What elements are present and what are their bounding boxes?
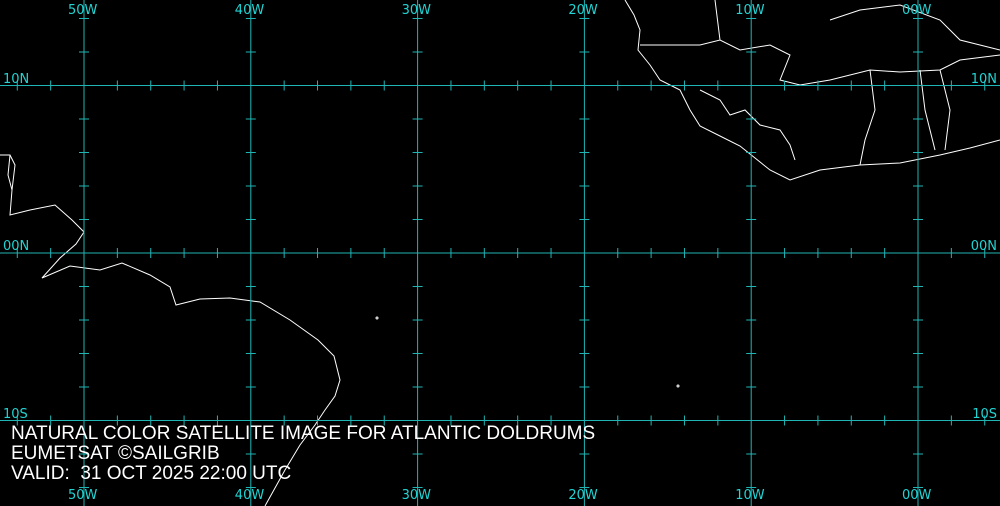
longitude-label-top: 20W [568, 3, 598, 18]
south-america-border [7, 154, 13, 191]
caption-title: NATURAL COLOR SATELLITE IMAGE FOR ATLANT… [11, 423, 596, 444]
latitude-label-left: 10S [3, 406, 28, 422]
longitude-label-top: 00W [902, 3, 932, 18]
longitude-label-bottom: 20W [568, 488, 598, 503]
latitude-label-left: 00N [3, 239, 30, 254]
caption-valid-time: VALID: 31 OCT 2025 22:00 UTC [11, 463, 292, 484]
africa-border [714, 0, 721, 41]
africa-border [919, 69, 936, 151]
africa-border [859, 69, 876, 166]
africa-border [640, 39, 1000, 86]
longitude-label-bottom: 30W [401, 488, 431, 503]
longitude-label-bottom: 00W [902, 488, 932, 503]
map-caption: NATURAL COLOR SATELLITE IMAGE FOR ATLANT… [11, 424, 595, 484]
longitude-label-top: 10W [735, 3, 765, 18]
latitude-label-right: 10S [972, 406, 997, 422]
africa-border [829, 4, 1000, 51]
longitude-label-bottom: 40W [234, 488, 265, 503]
island [375, 316, 379, 320]
africa-coastline [624, 0, 1000, 181]
longitude-label-top: 30W [401, 3, 431, 18]
longitude-label-bottom: 50W [68, 488, 98, 503]
latitude-label-left: 10N [3, 71, 30, 87]
longitude-label-top: 50W [68, 3, 98, 18]
south-america-coastline [0, 154, 341, 506]
longitude-label-bottom: 10W [735, 488, 765, 503]
caption-credit: EUMETSAT ©SAILGRIB [11, 443, 220, 464]
latitude-label-right: 00N [970, 239, 997, 254]
africa-border [699, 89, 796, 161]
island [676, 384, 680, 388]
latitude-label-right: 10N [970, 71, 997, 87]
africa-border [939, 69, 951, 151]
longitude-label-top: 40W [234, 3, 265, 18]
